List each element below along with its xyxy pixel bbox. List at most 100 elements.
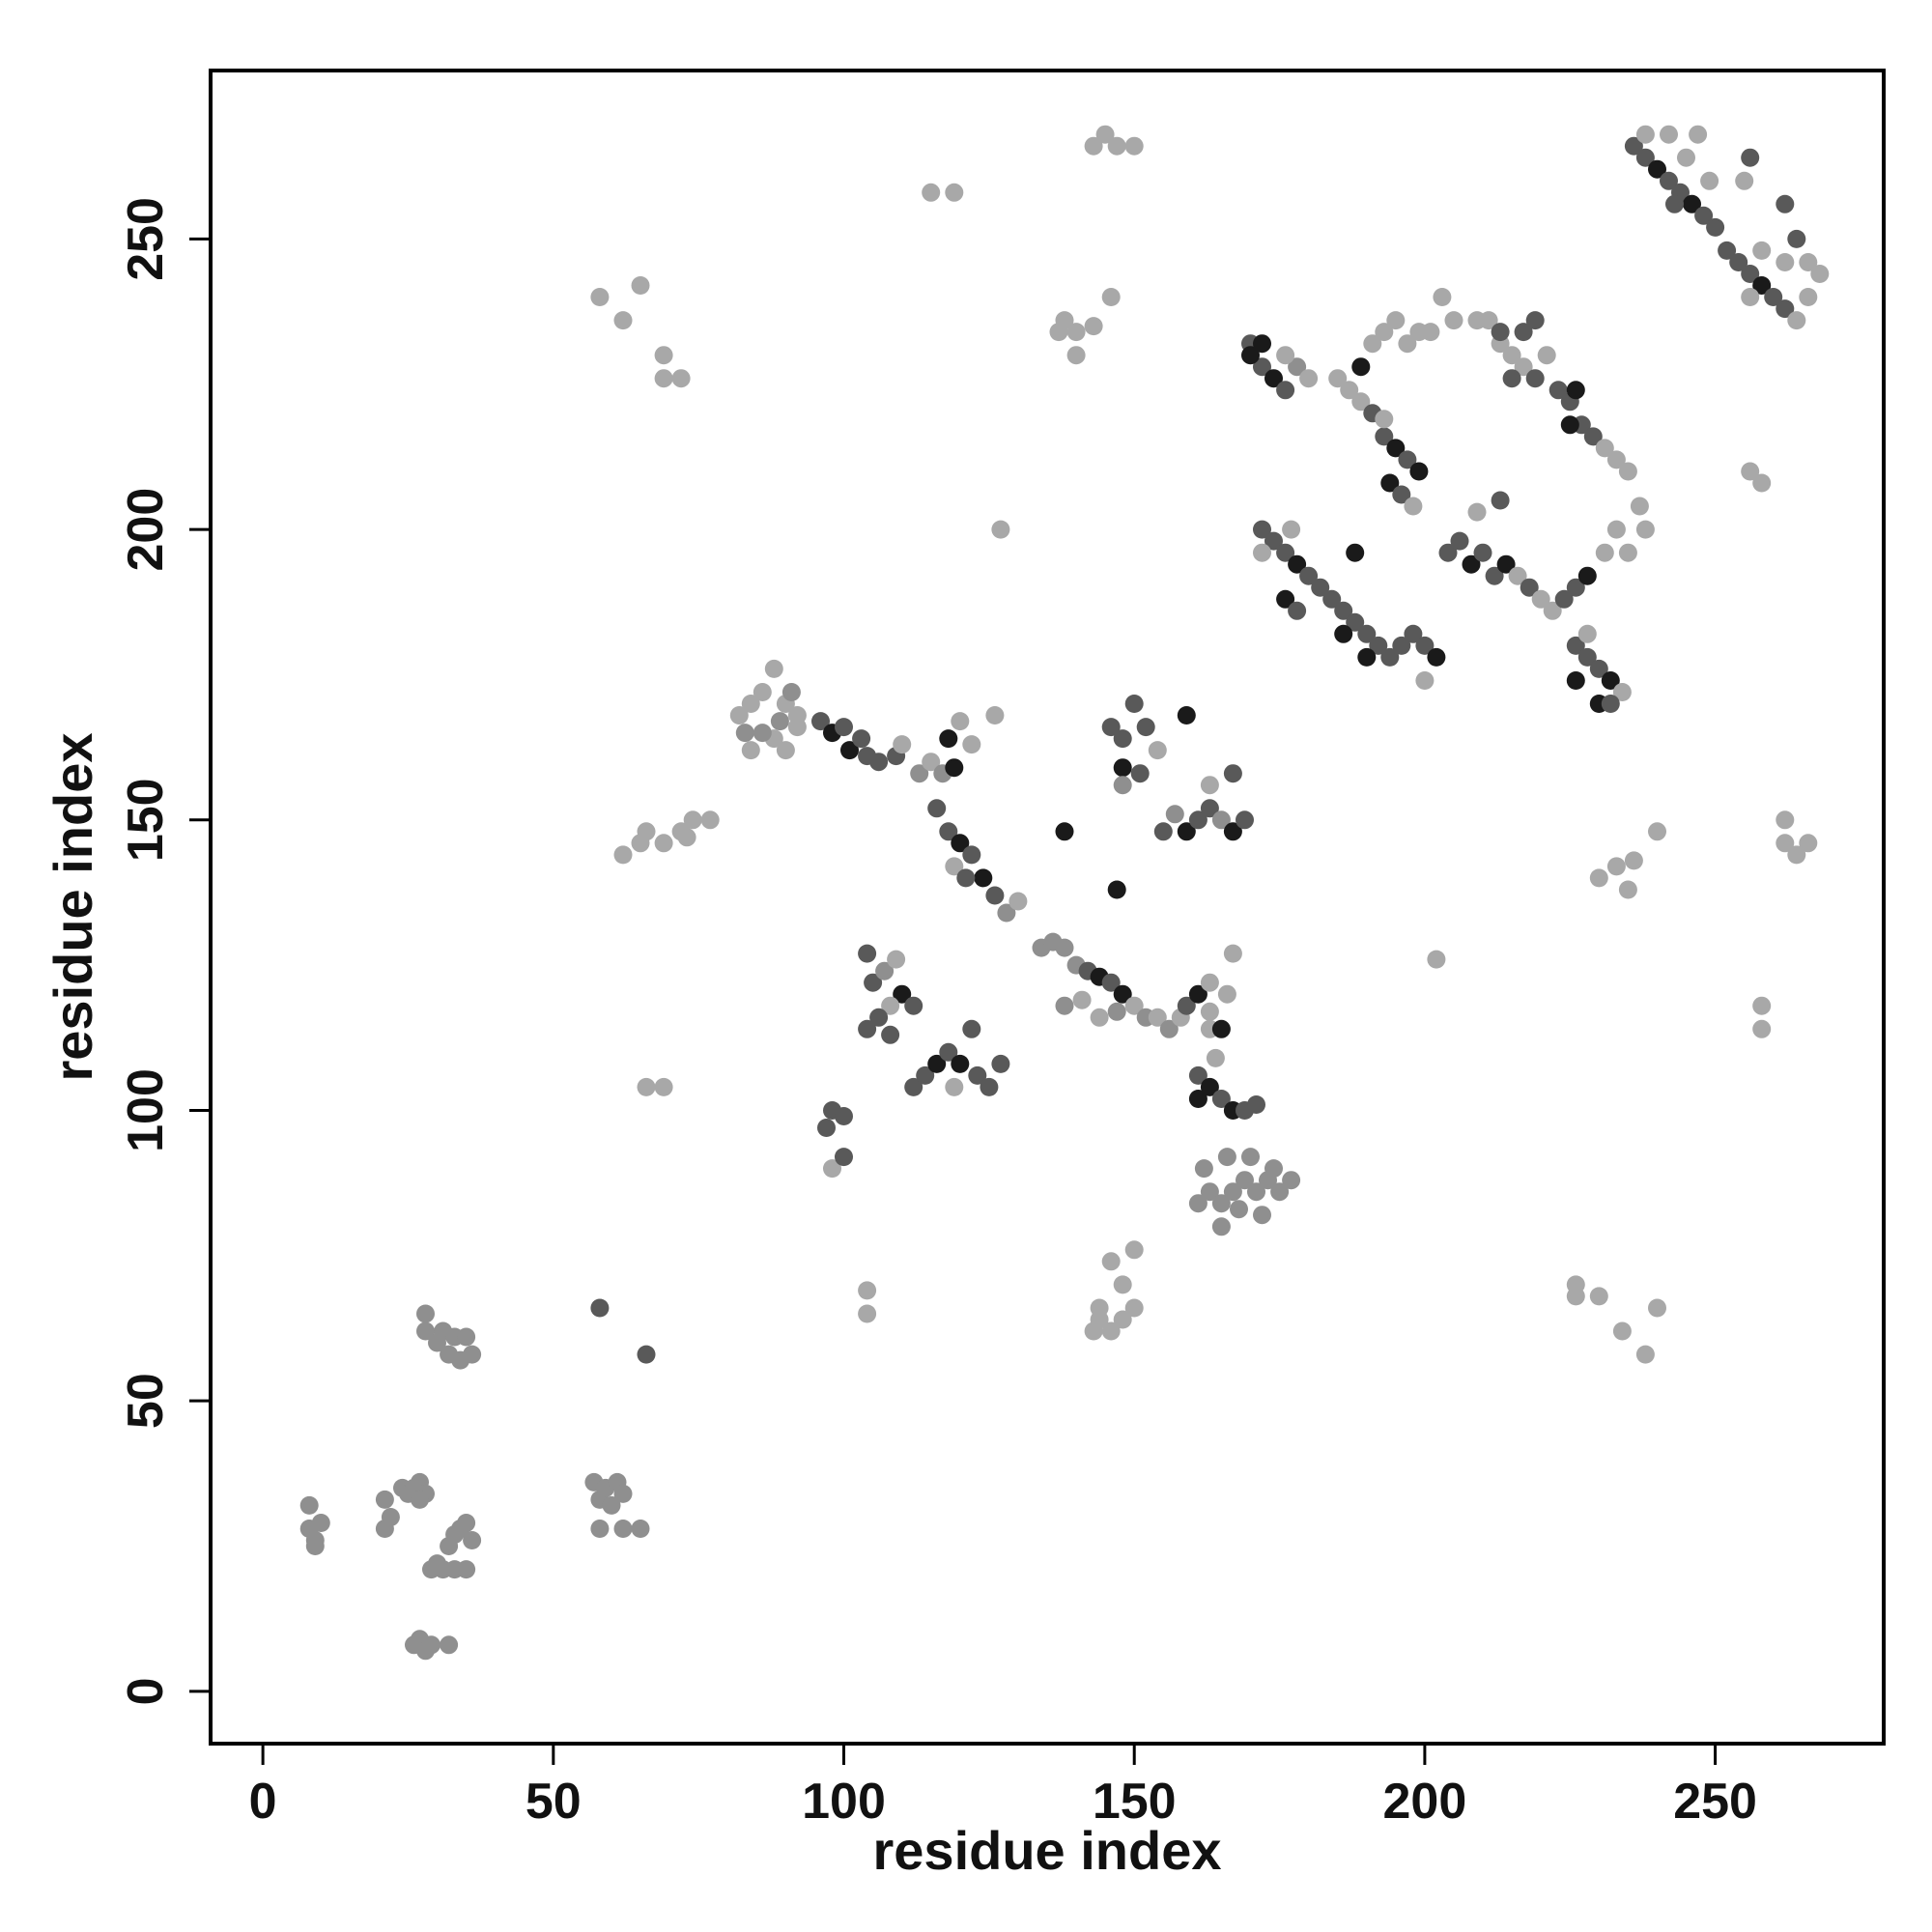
data-point [1346,612,1365,632]
data-point [764,659,783,678]
data-point [1741,288,1760,306]
data-point [1188,984,1208,1004]
data-point [637,822,656,841]
data-point [835,718,853,737]
data-point [962,845,981,865]
data-point [1223,764,1242,783]
data-point [1776,810,1795,830]
x-tick-label: 150 [1093,1774,1177,1830]
data-point [1084,317,1103,336]
data-point [422,1635,440,1655]
data-point [1741,148,1760,167]
data-point [613,311,633,330]
data-point [590,1298,610,1318]
data-point [1560,415,1579,435]
data-points [299,125,1830,1661]
data-point [1357,647,1377,667]
data-point [1217,984,1236,1004]
data-point [991,1054,1010,1073]
data-point [1589,659,1608,678]
data-point [1776,834,1795,853]
data-point [1288,357,1307,377]
data-point [1375,427,1394,446]
data-point [375,1490,394,1509]
data-point [1450,531,1469,551]
data-point [1211,1090,1231,1108]
data-point [305,1537,325,1555]
data-point [1177,706,1196,724]
data-point [1334,624,1353,643]
data-point [637,1077,656,1096]
y-tick-label: 100 [118,1068,174,1152]
data-point [1124,1298,1144,1318]
data-point [1729,253,1748,271]
data-point [1409,462,1429,481]
data-point [1194,1159,1213,1179]
data-point [1706,217,1725,237]
data-point [1211,1217,1231,1236]
data-point [1427,647,1446,667]
data-point [1415,671,1435,690]
data-point [1525,369,1545,388]
data-point [1718,241,1737,260]
data-point [1288,601,1307,620]
data-point [1165,805,1184,824]
data-point [962,1019,981,1038]
data-point [991,520,1010,539]
data-point [1107,136,1126,156]
data-point [1113,984,1132,1004]
data-point [817,1119,836,1137]
data-point [1299,566,1319,585]
data-point [735,724,754,743]
data-point [440,1635,459,1655]
data-point [1136,718,1155,737]
data-point [1113,729,1132,749]
data-point [1787,229,1806,248]
data-point [299,1495,319,1515]
data-point [1124,695,1144,713]
data-point [1421,323,1440,342]
data-point [1491,323,1510,342]
data-point [1677,148,1695,167]
data-point [997,903,1016,923]
data-point [1694,206,1714,225]
data-point [1200,1077,1219,1096]
data-point [1689,125,1708,144]
data-point [835,1107,853,1125]
data-point [1502,346,1521,365]
data-point [951,834,970,853]
data-point [1311,578,1330,597]
data-point [962,735,981,754]
data-point [1601,695,1620,713]
data-point [1101,973,1121,992]
data-point [858,944,877,963]
data-point [1177,822,1196,841]
data-point [1130,764,1150,783]
data-point [1177,996,1196,1015]
data-point [776,741,795,760]
data-point [904,1077,923,1096]
data-point [1589,868,1608,888]
data-point [1752,996,1772,1015]
data-point [1612,683,1632,701]
data-point [1101,288,1121,306]
data-point [753,683,772,701]
data-point [1282,520,1301,539]
data-point [1392,636,1411,655]
data-point [985,886,1005,905]
data-point [1648,1298,1666,1318]
data-point [864,973,883,992]
x-axis-title: residue index [872,1820,1221,1881]
data-point [700,810,720,830]
data-point [1467,502,1487,522]
data-point [1066,323,1086,342]
data-point [781,683,801,701]
data-point [1485,566,1504,585]
data-point [637,1345,656,1364]
data-point [835,1148,853,1167]
data-point [1543,601,1562,620]
data-point [457,1514,476,1532]
data-point [753,724,772,743]
